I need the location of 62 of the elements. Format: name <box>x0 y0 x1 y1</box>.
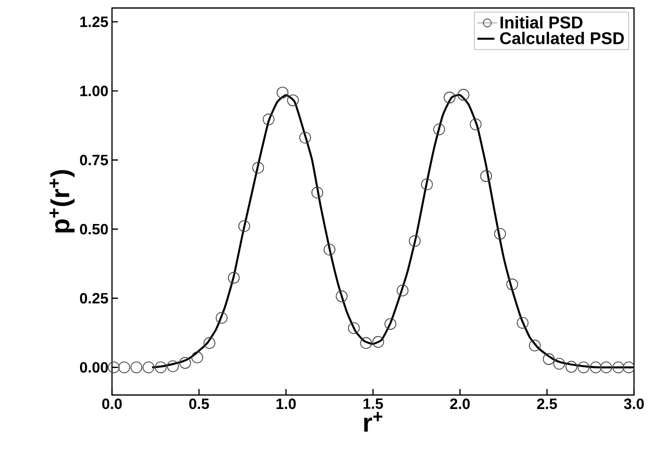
point <box>421 178 433 190</box>
point <box>542 353 555 365</box>
point <box>528 340 541 352</box>
point <box>252 162 264 174</box>
point <box>204 337 216 349</box>
x-tick-label: 1.0 <box>276 398 296 410</box>
legend-label: Initial PSD <box>500 16 582 28</box>
x-axis-title: r$^{+}$ <box>364 412 382 432</box>
point <box>130 361 142 374</box>
point <box>565 360 578 373</box>
point <box>396 284 408 296</box>
point <box>360 337 372 349</box>
point <box>470 118 482 130</box>
point <box>142 361 154 374</box>
point <box>262 114 274 126</box>
point <box>299 132 312 144</box>
point <box>553 358 566 370</box>
point <box>458 88 470 101</box>
point <box>167 360 179 372</box>
point <box>108 361 120 374</box>
point <box>506 278 518 290</box>
point <box>590 361 602 374</box>
point <box>578 361 590 374</box>
point <box>216 312 228 324</box>
point <box>600 361 612 374</box>
legend-label: Calculated PSD <box>500 32 624 44</box>
point <box>276 86 288 98</box>
point <box>444 92 456 104</box>
point <box>287 94 299 106</box>
point <box>516 316 529 329</box>
point <box>433 123 446 136</box>
point <box>179 357 191 369</box>
point <box>348 322 360 334</box>
point <box>118 361 130 374</box>
point <box>612 361 624 374</box>
point <box>494 228 506 240</box>
y-tick-label: 0.00 <box>80 362 108 373</box>
x-tick-label: 0.0 <box>102 398 122 410</box>
y-axis-title: p$^{+}$(r$^{+}$) <box>50 170 75 232</box>
y-tick-label: 0.50 <box>80 224 108 234</box>
x-tick-label: 1.5 <box>364 398 383 409</box>
point <box>384 318 396 330</box>
point <box>336 290 348 302</box>
line-series <box>151 94 634 368</box>
point <box>480 170 492 182</box>
x-tick-label: 0.5 <box>189 398 209 410</box>
point <box>324 244 336 256</box>
point <box>311 186 324 199</box>
y-tick-label: 1.00 <box>80 86 108 96</box>
point <box>622 361 635 374</box>
point <box>191 352 204 364</box>
y-tick-label: 0.25 <box>80 292 108 304</box>
point <box>372 336 384 348</box>
x-tick-label: 3.0 <box>624 398 644 410</box>
y-tick-label: 0.75 <box>80 154 108 166</box>
point <box>238 220 250 232</box>
x-tick-label: 2.5 <box>537 398 557 410</box>
point <box>154 361 167 374</box>
y-tick-label: 1.25 <box>80 16 108 28</box>
point <box>228 272 240 284</box>
point <box>408 235 421 247</box>
x-tick-label: 2.0 <box>450 398 470 410</box>
